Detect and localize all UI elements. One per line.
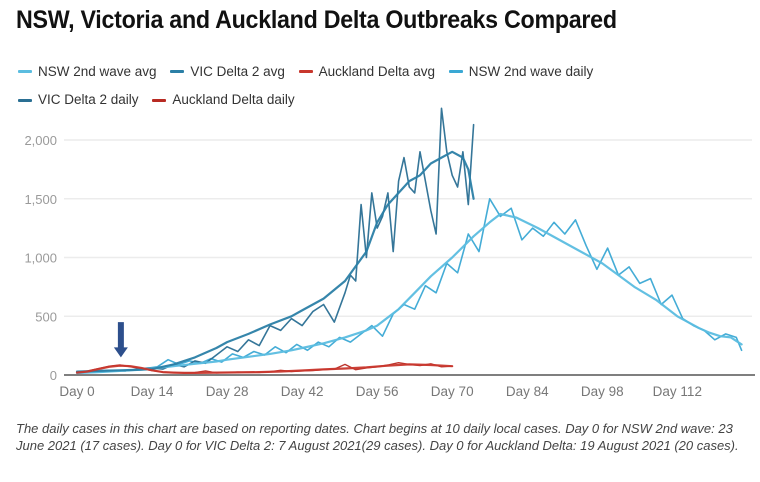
series-line-nsw-2nd-wave-daily — [76, 198, 743, 374]
legend-item-vic-avg[interactable]: VIC Delta 2 avg — [170, 59, 285, 85]
legend-swatch — [170, 70, 185, 73]
x-tick-label: Day 42 — [281, 384, 324, 399]
legend-item-auckland-avg[interactable]: Auckland Delta avg — [298, 59, 435, 85]
legend-label: NSW 2nd wave avg — [38, 63, 157, 79]
series-line-nsw-2nd-wave-avg — [75, 212, 743, 375]
y-tick-label: 500 — [35, 309, 57, 324]
x-tick-label: Day 98 — [581, 384, 624, 399]
legend-label: VIC Delta 2 daily — [38, 92, 139, 107]
legend-label: Auckland Delta avg — [318, 63, 435, 79]
chart-legend: NSW 2nd wave avg VIC Delta 2 avg Aucklan… — [18, 56, 758, 113]
legend-swatch — [448, 70, 463, 73]
x-tick-label: Day 28 — [206, 384, 249, 399]
legend-swatch — [18, 98, 32, 102]
legend-swatch — [152, 98, 167, 102]
x-tick-label: Day 70 — [431, 384, 474, 399]
legend-item-auckland-daily[interactable]: Auckland Delta daily — [152, 87, 295, 113]
legend-item-nsw-daily[interactable]: NSW 2nd wave daily — [448, 59, 594, 85]
legend-label: Auckland Delta daily — [172, 92, 295, 107]
y-tick-label: 1,500 — [24, 192, 57, 207]
series-line-vic-delta-2-avg — [75, 150, 475, 373]
y-tick-label: 0 — [50, 368, 57, 383]
y-tick-label: 1,000 — [24, 251, 57, 266]
legend-label: NSW 2nd wave daily — [468, 63, 594, 79]
legend-item-vic-daily[interactable]: VIC Delta 2 daily — [18, 87, 139, 113]
series-line-vic-delta-2-daily — [76, 107, 475, 373]
series-line-auckland-delta-avg — [75, 363, 454, 374]
legend-label: VIC Delta 2 avg — [190, 63, 285, 79]
arrow-head-icon — [113, 347, 128, 358]
legend-swatch — [298, 70, 313, 73]
chart-footnote: The daily cases in this chart are based … — [16, 421, 739, 453]
x-tick-label: Day 56 — [356, 384, 399, 399]
chart-title: NSW, Victoria and Auckland Delta Outbrea… — [16, 6, 617, 34]
x-tick-label: Day 14 — [131, 384, 174, 399]
x-tick-label: Day 112 — [653, 384, 702, 399]
legend-item-nsw-avg[interactable]: NSW 2nd wave avg — [18, 59, 157, 85]
y-tick-label: 2,000 — [24, 133, 57, 148]
line-chart: 0 500 1,000 1,500 2,000 Day 0 Day 14 Day 28 Day … — [24, 107, 755, 399]
legend-swatch — [18, 70, 32, 73]
arrow-shaft — [117, 322, 124, 350]
x-tick-label: Day 0 — [59, 384, 94, 399]
x-tick-label: Day 84 — [506, 384, 549, 399]
